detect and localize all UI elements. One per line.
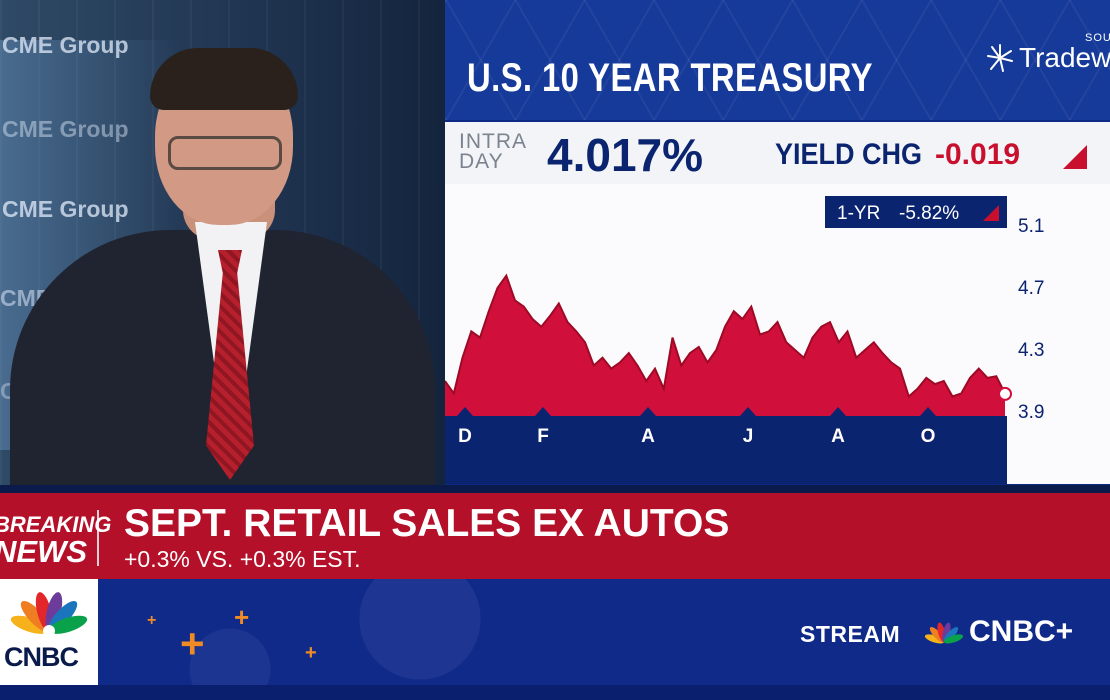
intraday-label: INTRA DAY bbox=[459, 130, 527, 173]
news-label: NEWS bbox=[0, 534, 87, 569]
plus-decoration: + bbox=[180, 620, 205, 667]
x-tick-label: F bbox=[537, 426, 549, 447]
plus-decoration: + bbox=[305, 642, 317, 664]
one-year-label: 1-YR bbox=[837, 203, 880, 224]
x-tick-marker bbox=[920, 407, 936, 416]
x-tick-label: J bbox=[743, 426, 754, 447]
breaking-news-bar bbox=[0, 493, 1110, 579]
source-label: SOU bbox=[1085, 32, 1110, 44]
presenter-glasses bbox=[168, 136, 282, 170]
headline: SEPT. RETAIL SALES EX AUTOS bbox=[124, 502, 730, 545]
yield-chart: D F A J A O 5.1 4.7 4.3 3.9 1-YR -5.82% bbox=[445, 196, 1044, 484]
yield-line bbox=[445, 273, 1006, 399]
x-tick-label: O bbox=[921, 426, 936, 447]
presenter bbox=[0, 0, 445, 485]
one-year-down-icon bbox=[983, 205, 999, 221]
y-tick-label: 4.3 bbox=[1018, 340, 1044, 361]
headline-subline: +0.3% VS. +0.3% EST. bbox=[124, 546, 361, 572]
x-tick-label: A bbox=[831, 426, 845, 447]
bottom-strip bbox=[0, 685, 1110, 700]
cme-logo-text: CME Group bbox=[2, 116, 129, 142]
cnbc-wordmark: CNBC bbox=[4, 642, 79, 672]
cnbc-logo-box bbox=[0, 579, 98, 685]
tradeweb-text: Tradewe bbox=[1019, 42, 1110, 73]
chart-xaxis-band bbox=[445, 416, 1007, 484]
panel-title: U.S. 10 YEAR TREASURY bbox=[467, 56, 873, 100]
tradeweb-star-icon bbox=[987, 44, 1013, 72]
lower-band-pattern bbox=[0, 579, 1110, 700]
x-tick-marker bbox=[535, 407, 551, 416]
stream-label: STREAM bbox=[800, 621, 901, 647]
video-feed: CME Group CME Group CME Group CME CME bbox=[0, 0, 445, 485]
breaking-label: BREAKING bbox=[0, 512, 112, 537]
x-tick-marker bbox=[740, 407, 756, 416]
yield-change-label: YIELD CHG bbox=[775, 138, 923, 171]
yield-area bbox=[445, 275, 1005, 416]
x-tick-marker bbox=[640, 407, 656, 416]
plus-decoration: + bbox=[234, 602, 250, 632]
intraday-label-line1: INTRA bbox=[459, 130, 527, 153]
stream-peacock-icon bbox=[922, 616, 966, 651]
down-triangle-icon bbox=[1063, 145, 1087, 169]
y-tick-label: 5.1 bbox=[1018, 216, 1044, 237]
x-tick-marker bbox=[830, 407, 846, 416]
peacock-icon bbox=[10, 592, 88, 637]
yield-change-value: -0.019 bbox=[935, 138, 1021, 171]
yield-value: 4.017% bbox=[547, 129, 704, 181]
info-bar bbox=[445, 122, 1110, 184]
intraday-label-line2: DAY bbox=[459, 150, 504, 173]
y-tick-label: 3.9 bbox=[1018, 402, 1044, 423]
y-tick-label: 4.7 bbox=[1018, 278, 1044, 299]
x-tick-label: D bbox=[458, 426, 472, 447]
breaking-separator bbox=[97, 510, 99, 566]
cnbc-plus-wordmark: CNBC+ bbox=[969, 615, 1074, 648]
cme-logo-text: CME Group bbox=[2, 32, 129, 58]
x-tick-marker bbox=[457, 407, 473, 416]
tradeweb-logo: Tradewe bbox=[985, 42, 1110, 74]
one-year-box bbox=[825, 196, 1007, 228]
presenter-hair bbox=[150, 48, 298, 110]
x-tick-label: A bbox=[641, 426, 655, 447]
plus-decoration: + bbox=[147, 612, 157, 629]
one-year-change: -5.82% bbox=[899, 203, 959, 224]
last-value-point bbox=[998, 386, 1012, 401]
cme-logo-text: CME Group bbox=[2, 196, 129, 222]
lower-band bbox=[0, 579, 1110, 700]
